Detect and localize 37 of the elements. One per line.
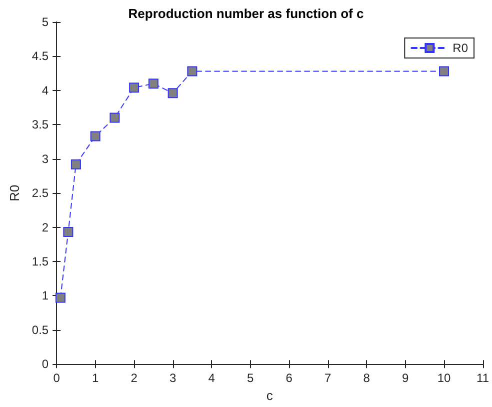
x-tick-label: 4 xyxy=(208,371,216,386)
x-tick-label: 10 xyxy=(437,371,452,386)
x-tick-label: 8 xyxy=(363,371,370,386)
y-tick-label: 4.5 xyxy=(32,49,49,64)
x-tick-label: 3 xyxy=(169,371,176,386)
y-tick-label: 4 xyxy=(42,83,49,98)
point xyxy=(187,66,198,76)
x-tick-label: 6 xyxy=(286,371,293,386)
y-tick-label: 1 xyxy=(42,288,49,303)
y-tick-label: 1.5 xyxy=(32,254,49,268)
point xyxy=(55,292,66,303)
x-tick-label: 11 xyxy=(476,371,490,386)
point xyxy=(129,82,140,93)
x-tick-label: 7 xyxy=(324,371,332,386)
x-tick-label: 2 xyxy=(130,371,138,386)
chart-title: Reproduction number as function of c xyxy=(128,6,364,21)
y-axis-title: R0 xyxy=(7,184,22,202)
y-tick-label: 2.5 xyxy=(32,186,49,200)
legend-label: R0 xyxy=(452,41,468,55)
point xyxy=(168,88,178,98)
y-tick-label: 5 xyxy=(42,15,49,29)
x-axis-title: c xyxy=(266,388,274,403)
x-tick-label: 1 xyxy=(92,371,99,386)
y-tick-label: 2 xyxy=(42,220,49,234)
point xyxy=(70,159,81,170)
point xyxy=(90,131,100,142)
point xyxy=(148,78,158,89)
x-tick-label: 0 xyxy=(53,371,60,386)
point xyxy=(110,112,120,123)
y-tick-label: 3.5 xyxy=(32,118,49,132)
x-tick-label: 5 xyxy=(246,371,254,386)
x-tick-label: 9 xyxy=(402,371,409,386)
y-tick-label: 0.5 xyxy=(32,322,49,337)
point xyxy=(63,227,74,238)
y-tick-label: 3 xyxy=(42,152,49,166)
y-tick-label: 0 xyxy=(42,357,49,372)
point xyxy=(439,66,450,76)
